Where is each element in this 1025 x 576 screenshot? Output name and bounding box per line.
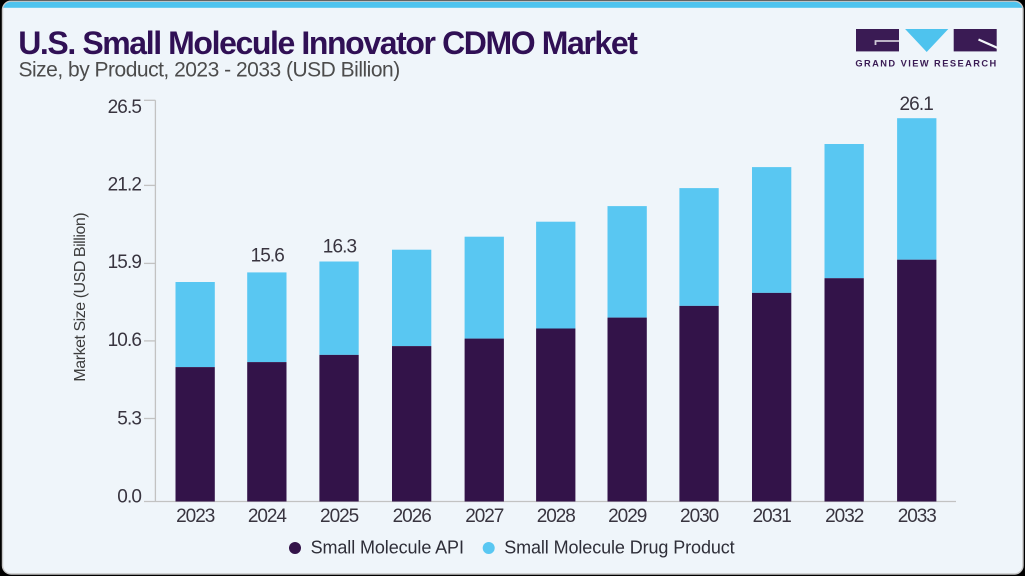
svg-text:2025: 2025 <box>320 506 359 527</box>
svg-text:2023: 2023 <box>176 506 215 527</box>
svg-text:2033: 2033 <box>898 506 937 527</box>
svg-text:2027: 2027 <box>465 506 504 527</box>
svg-text:10.6: 10.6 <box>108 330 142 351</box>
svg-text:5.3: 5.3 <box>117 408 141 429</box>
svg-text:15.6: 15.6 <box>251 246 285 267</box>
svg-text:2029: 2029 <box>608 506 647 527</box>
svg-text:26.1: 26.1 <box>900 94 934 115</box>
svg-text:21.2: 21.2 <box>108 175 142 196</box>
svg-text:2031: 2031 <box>753 506 792 527</box>
svg-text:Market Size (USD Billion): Market Size (USD Billion) <box>72 213 89 382</box>
svg-text:Small Molecule Drug Product: Small Molecule Drug Product <box>504 537 734 557</box>
svg-text:0.0: 0.0 <box>117 487 141 508</box>
svg-text:16.3: 16.3 <box>323 237 357 258</box>
svg-text:U.S. Small Molecule Innovator: U.S. Small Molecule Innovator CDMO Marke… <box>18 25 638 61</box>
svg-text:2028: 2028 <box>537 506 576 527</box>
svg-text:Size, by Product, 2023 - 2033: Size, by Product, 2023 - 2033 (USD Billi… <box>19 59 400 82</box>
svg-text:26.5: 26.5 <box>108 97 142 118</box>
svg-text:Small Molecule API: Small Molecule API <box>311 537 464 557</box>
svg-text:GRAND VIEW RESEARCH: GRAND VIEW RESEARCH <box>855 58 997 68</box>
svg-text:2026: 2026 <box>393 506 432 527</box>
svg-text:2024: 2024 <box>248 506 288 527</box>
svg-text:2032: 2032 <box>825 506 864 527</box>
svg-text:15.9: 15.9 <box>108 252 142 273</box>
svg-text:2030: 2030 <box>680 506 719 527</box>
